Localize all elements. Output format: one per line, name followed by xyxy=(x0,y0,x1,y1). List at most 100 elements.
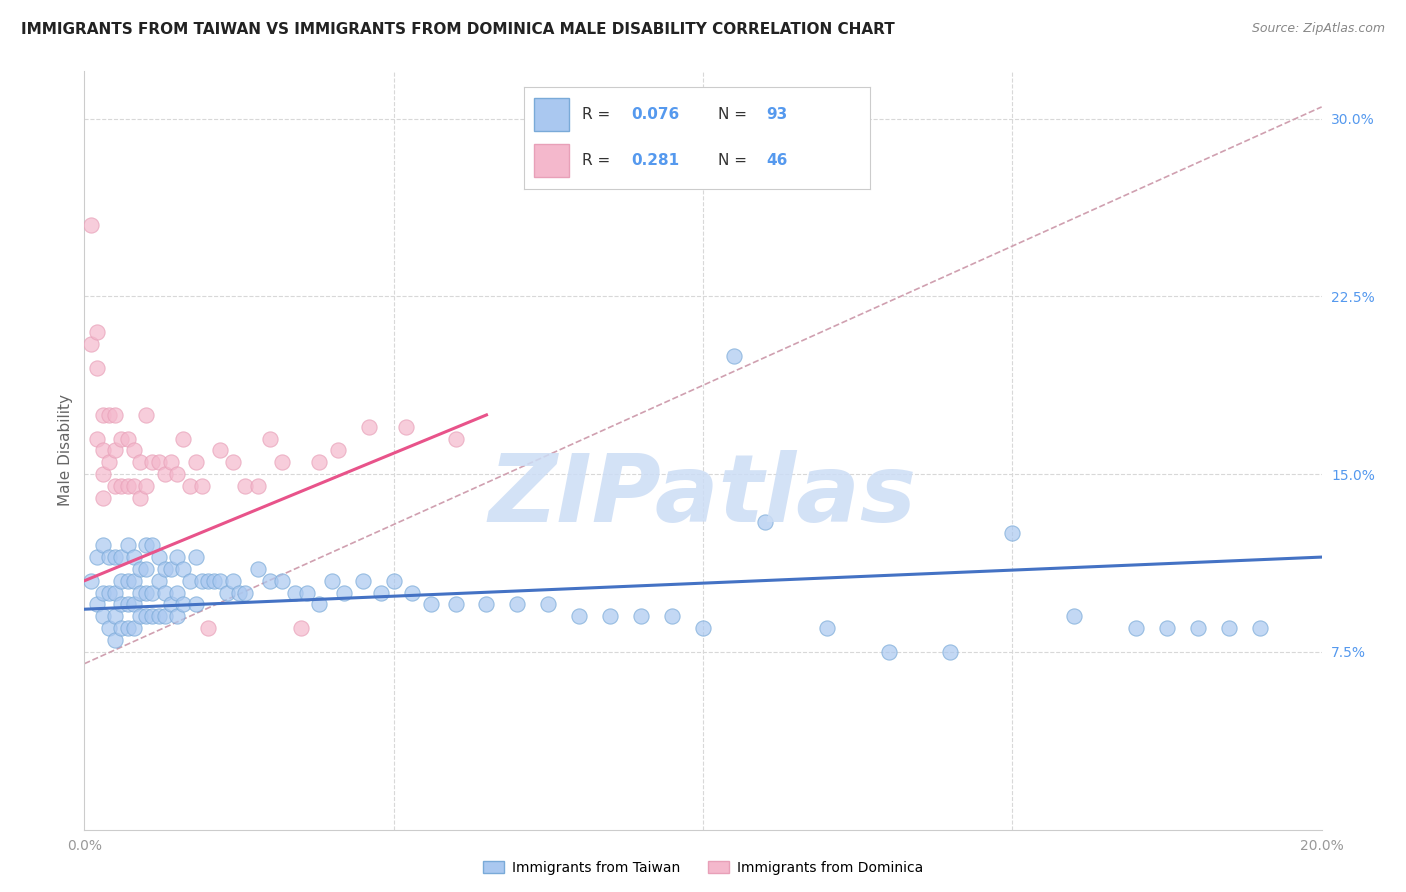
Point xyxy=(104,479,127,493)
Point xyxy=(172,562,194,576)
Point xyxy=(233,479,256,493)
Point xyxy=(122,550,145,565)
Point xyxy=(184,455,207,469)
Point xyxy=(259,432,281,446)
Point xyxy=(79,336,101,351)
Point xyxy=(308,598,330,612)
Point xyxy=(506,598,529,612)
Point xyxy=(153,609,176,624)
Point xyxy=(91,467,114,482)
Point xyxy=(98,455,121,469)
Point xyxy=(104,633,127,648)
Point xyxy=(117,574,139,588)
Point xyxy=(326,443,349,458)
Point xyxy=(153,467,176,482)
Point xyxy=(117,432,139,446)
Point xyxy=(401,585,423,599)
Point xyxy=(197,574,219,588)
Point xyxy=(110,550,132,565)
Point xyxy=(104,585,127,599)
Point xyxy=(135,562,157,576)
Point xyxy=(79,574,101,588)
Point xyxy=(148,574,170,588)
Point xyxy=(444,598,467,612)
Point xyxy=(79,219,101,233)
Point xyxy=(172,598,194,612)
Point xyxy=(129,455,152,469)
Point xyxy=(141,455,163,469)
Point xyxy=(1156,621,1178,635)
Point xyxy=(209,574,232,588)
Point xyxy=(117,538,139,552)
Point xyxy=(110,621,132,635)
Point xyxy=(86,598,108,612)
Point xyxy=(110,574,132,588)
Point xyxy=(122,574,145,588)
Point xyxy=(135,538,157,552)
Point xyxy=(166,585,188,599)
Point xyxy=(444,432,467,446)
Point xyxy=(91,585,114,599)
Point xyxy=(172,432,194,446)
Point xyxy=(1001,526,1024,541)
Point xyxy=(290,621,312,635)
Point xyxy=(246,479,269,493)
Point xyxy=(259,574,281,588)
Point xyxy=(104,408,127,422)
Point xyxy=(308,455,330,469)
Point xyxy=(357,419,380,434)
Point xyxy=(723,349,745,363)
Point xyxy=(110,479,132,493)
Point xyxy=(191,574,214,588)
Point xyxy=(202,574,225,588)
Point xyxy=(271,574,294,588)
Point xyxy=(246,562,269,576)
Point xyxy=(815,621,838,635)
Point xyxy=(692,621,714,635)
Point xyxy=(295,585,318,599)
Point xyxy=(135,609,157,624)
Point xyxy=(141,585,163,599)
Point xyxy=(1187,621,1209,635)
Point xyxy=(135,408,157,422)
Point xyxy=(166,467,188,482)
Text: IMMIGRANTS FROM TAIWAN VS IMMIGRANTS FROM DOMINICA MALE DISABILITY CORRELATION C: IMMIGRANTS FROM TAIWAN VS IMMIGRANTS FRO… xyxy=(21,22,894,37)
Point xyxy=(91,538,114,552)
Point xyxy=(1125,621,1147,635)
Point xyxy=(129,562,152,576)
Point xyxy=(419,598,441,612)
Point xyxy=(110,598,132,612)
Point xyxy=(475,598,498,612)
Point xyxy=(184,550,207,565)
Point xyxy=(148,455,170,469)
Point xyxy=(228,585,250,599)
Point xyxy=(1063,609,1085,624)
Point xyxy=(122,479,145,493)
Point xyxy=(568,609,591,624)
Point xyxy=(599,609,621,624)
Point xyxy=(537,598,560,612)
Point xyxy=(160,562,183,576)
Point xyxy=(117,598,139,612)
Point xyxy=(160,598,183,612)
Point xyxy=(141,538,163,552)
Point xyxy=(129,585,152,599)
Point xyxy=(166,609,188,624)
Legend: Immigrants from Taiwan, Immigrants from Dominica: Immigrants from Taiwan, Immigrants from … xyxy=(477,855,929,880)
Point xyxy=(191,479,214,493)
Point xyxy=(141,609,163,624)
Point xyxy=(122,598,145,612)
Point xyxy=(160,455,183,469)
Point xyxy=(110,432,132,446)
Point xyxy=(117,621,139,635)
Point xyxy=(352,574,374,588)
Point xyxy=(148,550,170,565)
Point xyxy=(104,550,127,565)
Point xyxy=(271,455,294,469)
Point xyxy=(179,574,201,588)
Point xyxy=(91,491,114,505)
Point xyxy=(153,585,176,599)
Point xyxy=(209,443,232,458)
Y-axis label: Male Disability: Male Disability xyxy=(58,394,73,507)
Point xyxy=(939,645,962,659)
